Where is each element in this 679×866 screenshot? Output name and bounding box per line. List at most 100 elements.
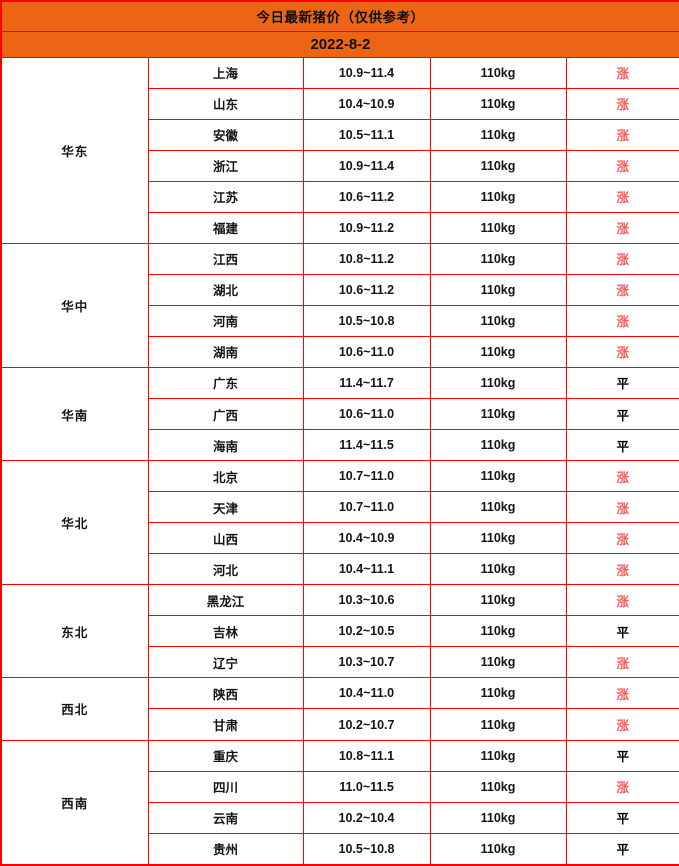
province-cell: 湖北 xyxy=(147,273,304,306)
price-cell: 11.4~11.7 xyxy=(302,366,431,400)
price-cell: 10.8~11.1 xyxy=(302,739,431,772)
table-row: 辽宁 10.3~10.7 110kg 涨 xyxy=(1,646,679,679)
price-cell: 10.6~11.0 xyxy=(302,335,431,368)
province-cell: 山西 xyxy=(147,522,304,555)
province-cell: 北京 xyxy=(147,460,304,493)
price-cell: 10.6~11.2 xyxy=(302,180,431,213)
table-row: 华北 北京 10.7~11.0 110kg 涨 xyxy=(0,460,679,586)
weight-cell: 110kg xyxy=(429,87,567,120)
province-cell: 海南 xyxy=(147,429,304,462)
province-cell: 安徽 xyxy=(147,118,304,151)
trend-cell: 涨 xyxy=(565,584,679,617)
trend-cell: 涨 xyxy=(565,460,679,493)
weight-cell: 110kg xyxy=(429,366,567,400)
price-cell: 11.0~11.5 xyxy=(302,770,431,803)
date-row: 2022-8-2 xyxy=(0,30,679,58)
province-cell: 四川 xyxy=(147,770,304,803)
trend-cell: 涨 xyxy=(565,118,679,151)
price-cell: 10.3~10.7 xyxy=(302,646,431,679)
trend-cell: 平 xyxy=(565,429,679,462)
table-row: 湖南 10.6~11.0 110kg 涨 xyxy=(1,335,679,368)
table-row: 海南 11.4~11.5 110kg 平 xyxy=(1,429,679,462)
province-cell: 河北 xyxy=(147,553,304,586)
trend-cell: 涨 xyxy=(565,553,679,586)
price-cell: 10.7~11.0 xyxy=(302,460,431,493)
region-cell: 华南 xyxy=(0,366,149,462)
table-row: 华东 上海 10.9~11.4 110kg 涨 xyxy=(0,56,679,244)
price-cell: 10.4~10.9 xyxy=(302,87,431,120)
province-cell: 黑龙江 xyxy=(147,584,304,617)
price-cell: 10.6~11.0 xyxy=(302,398,431,431)
price-cell: 10.2~10.4 xyxy=(302,801,431,834)
province-cell: 山东 xyxy=(147,87,304,120)
region-cell: 华北 xyxy=(0,460,149,586)
province-cell: 福建 xyxy=(147,211,304,244)
region-cell: 西北 xyxy=(0,677,149,741)
weight-cell: 110kg xyxy=(429,335,567,368)
trend-cell: 涨 xyxy=(565,242,679,275)
trend-cell: 涨 xyxy=(565,335,679,368)
trend-cell: 平 xyxy=(565,398,679,431)
region-cell: 东北 xyxy=(0,584,149,679)
table-row: 华中 江西 10.8~11.2 110kg 涨 xyxy=(0,242,679,368)
region-cell: 华东 xyxy=(0,56,149,244)
weight-cell: 110kg xyxy=(429,398,567,431)
price-cell: 10.9~11.4 xyxy=(302,56,431,89)
weight-cell: 110kg xyxy=(429,801,567,834)
province-cell: 河南 xyxy=(147,304,304,337)
weight-cell: 110kg xyxy=(429,677,567,710)
trend-cell: 平 xyxy=(565,832,679,866)
price-cell: 10.4~10.9 xyxy=(302,522,431,555)
date-label: 2022-8-2 xyxy=(0,30,679,58)
table-row: 云南 10.2~10.4 110kg 平 xyxy=(1,801,679,834)
trend-cell: 涨 xyxy=(565,180,679,213)
weight-cell: 110kg xyxy=(429,304,567,337)
weight-cell: 110kg xyxy=(429,739,567,772)
table-row: 吉林 10.2~10.5 110kg 平 xyxy=(1,615,679,648)
trend-cell: 涨 xyxy=(565,646,679,679)
province-cell: 浙江 xyxy=(147,149,304,182)
weight-cell: 110kg xyxy=(429,615,567,648)
trend-cell: 涨 xyxy=(565,522,679,555)
price-cell: 10.5~10.8 xyxy=(302,304,431,337)
weight-cell: 110kg xyxy=(429,273,567,306)
trend-cell: 平 xyxy=(565,366,679,400)
province-cell: 湖南 xyxy=(147,335,304,368)
trend-cell: 涨 xyxy=(565,87,679,120)
weight-cell: 110kg xyxy=(429,491,567,524)
province-cell: 江西 xyxy=(147,242,304,275)
trend-cell: 涨 xyxy=(565,304,679,337)
table-row: 四川 11.0~11.5 110kg 涨 xyxy=(1,770,679,803)
table-row: 江苏 10.6~11.2 110kg 涨 xyxy=(1,180,679,213)
table-row: 广西 10.6~11.0 110kg 平 xyxy=(1,398,679,431)
table-row: 河北 10.4~11.1 110kg 涨 xyxy=(1,553,679,586)
trend-cell: 涨 xyxy=(565,273,679,306)
weight-cell: 110kg xyxy=(429,832,567,866)
province-cell: 贵州 xyxy=(147,832,304,866)
table-body: 华东 上海 10.9~11.4 110kg 涨山东 10.4~10.9 110kg 涨安徽 10… xyxy=(0,56,679,866)
region-cell: 西南 xyxy=(0,739,149,866)
price-cell: 10.8~11.2 xyxy=(302,242,431,275)
trend-cell: 涨 xyxy=(565,708,679,741)
price-cell: 10.2~10.7 xyxy=(302,708,431,741)
table-header: 今日最新猪价（仅供参考） 2022-8-2 xyxy=(0,0,679,58)
page-title: 今日最新猪价（仅供参考） xyxy=(0,0,679,32)
table-row: 西北 陕西 10.4~11.0 110kg 涨 xyxy=(0,677,679,741)
weight-cell: 110kg xyxy=(429,149,567,182)
price-cell: 10.5~11.1 xyxy=(302,118,431,151)
trend-cell: 涨 xyxy=(565,677,679,710)
province-cell: 重庆 xyxy=(147,739,304,772)
trend-cell: 涨 xyxy=(565,770,679,803)
title-row: 今日最新猪价（仅供参考） xyxy=(0,0,679,32)
price-cell: 11.4~11.5 xyxy=(302,429,431,462)
weight-cell: 110kg xyxy=(429,242,567,275)
trend-cell: 涨 xyxy=(565,149,679,182)
price-cell: 10.4~11.0 xyxy=(302,677,431,710)
weight-cell: 110kg xyxy=(429,522,567,555)
weight-cell: 110kg xyxy=(429,553,567,586)
price-cell: 10.9~11.4 xyxy=(302,149,431,182)
region-cell: 华中 xyxy=(0,242,149,368)
province-cell: 云南 xyxy=(147,801,304,834)
table-row: 天津 10.7~11.0 110kg 涨 xyxy=(1,491,679,524)
